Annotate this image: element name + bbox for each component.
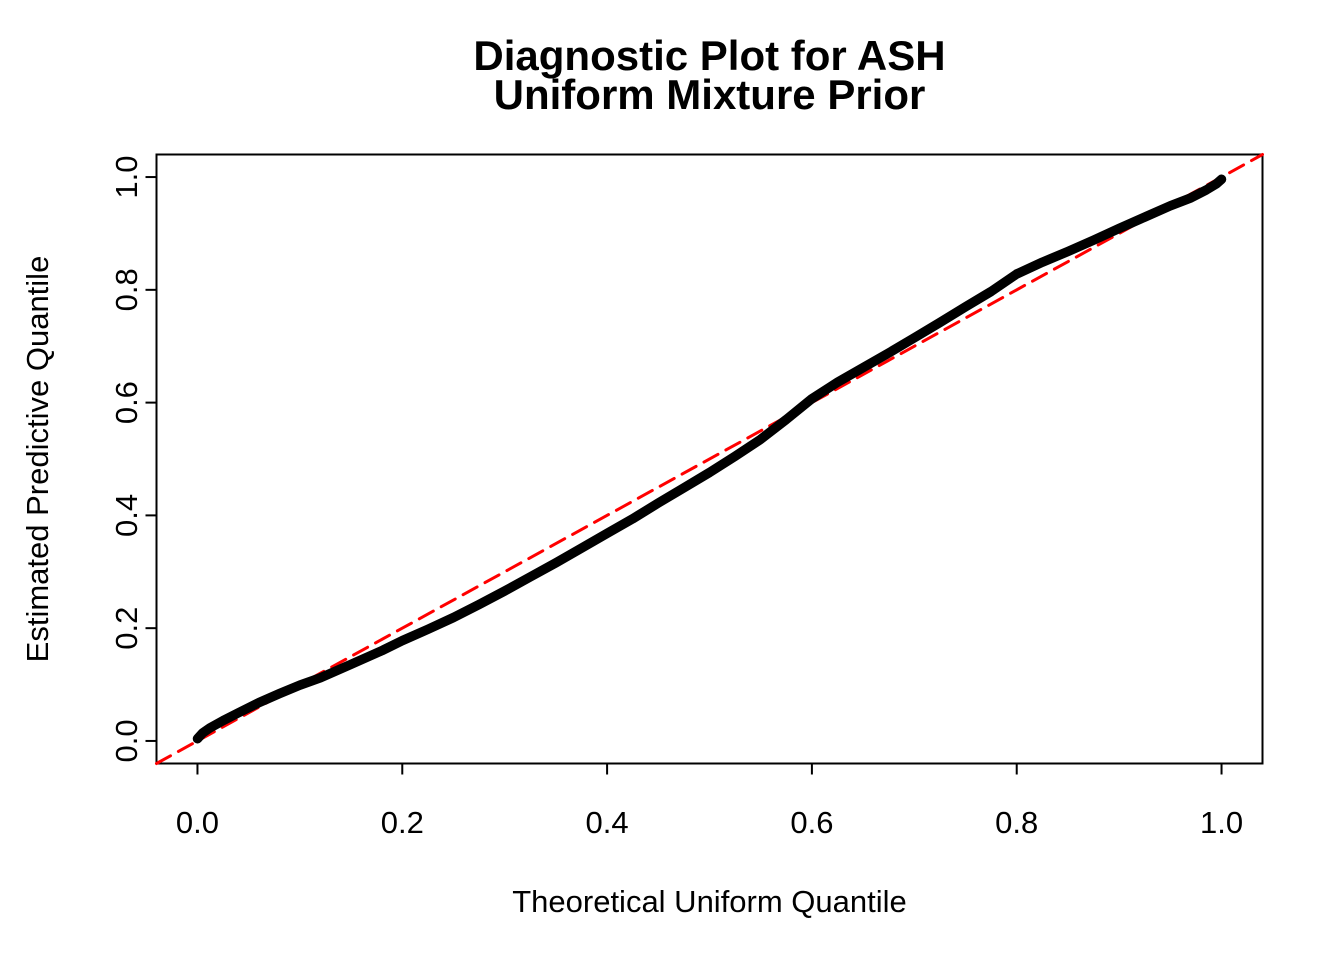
y-tick-label: 1.0 — [109, 156, 144, 199]
chart-title-line2: Uniform Mixture Prior — [493, 71, 926, 118]
identity-reference-line — [155, 153, 1264, 765]
x-tick-label: 1.0 — [1200, 805, 1243, 840]
x-tick-label: 0.4 — [586, 805, 629, 840]
y-tick-label: 0.0 — [109, 719, 144, 762]
chart-title-line1: Diagnostic Plot for ASH — [473, 32, 946, 79]
x-tick-label: 0.2 — [381, 805, 424, 840]
x-tick-label: 0.0 — [176, 805, 219, 840]
x-tick-label: 0.8 — [995, 805, 1038, 840]
plot-box — [155, 153, 1264, 765]
x-axis-label: Theoretical Uniform Quantile — [512, 884, 907, 919]
quantile-curve — [192, 174, 1227, 744]
y-tick-label: 0.8 — [109, 268, 144, 311]
y-axis-label: Estimated Predictive Quantile — [20, 255, 55, 663]
x-tick-label: 0.6 — [790, 805, 833, 840]
y-tick-label: 0.2 — [109, 607, 144, 650]
y-tick-label: 0.6 — [109, 381, 144, 424]
y-tick-label: 0.4 — [109, 494, 144, 537]
chart-title: Diagnostic Plot for ASH Uniform Mixture … — [157, 32, 1262, 118]
